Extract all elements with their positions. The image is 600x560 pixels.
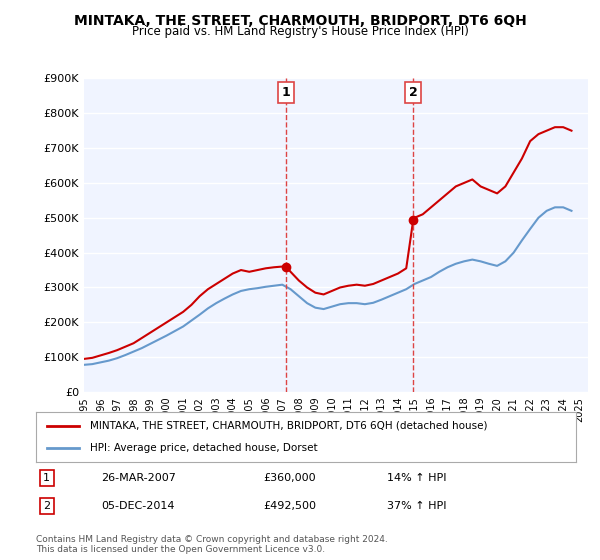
Text: £492,500: £492,500 — [263, 501, 316, 511]
Text: MINTAKA, THE STREET, CHARMOUTH, BRIDPORT, DT6 6QH (detached house): MINTAKA, THE STREET, CHARMOUTH, BRIDPORT… — [90, 421, 487, 431]
Text: £360,000: £360,000 — [263, 473, 316, 483]
Text: Price paid vs. HM Land Registry's House Price Index (HPI): Price paid vs. HM Land Registry's House … — [131, 25, 469, 38]
Text: 37% ↑ HPI: 37% ↑ HPI — [387, 501, 446, 511]
Text: 05-DEC-2014: 05-DEC-2014 — [101, 501, 175, 511]
Text: 2: 2 — [409, 86, 418, 99]
Text: 14% ↑ HPI: 14% ↑ HPI — [387, 473, 446, 483]
Text: MINTAKA, THE STREET, CHARMOUTH, BRIDPORT, DT6 6QH: MINTAKA, THE STREET, CHARMOUTH, BRIDPORT… — [74, 14, 526, 28]
Text: Contains HM Land Registry data © Crown copyright and database right 2024.
This d: Contains HM Land Registry data © Crown c… — [36, 535, 388, 554]
Text: HPI: Average price, detached house, Dorset: HPI: Average price, detached house, Dors… — [90, 443, 317, 453]
Text: 1: 1 — [43, 473, 50, 483]
Text: 1: 1 — [282, 86, 290, 99]
Text: 26-MAR-2007: 26-MAR-2007 — [101, 473, 176, 483]
Text: 2: 2 — [43, 501, 50, 511]
